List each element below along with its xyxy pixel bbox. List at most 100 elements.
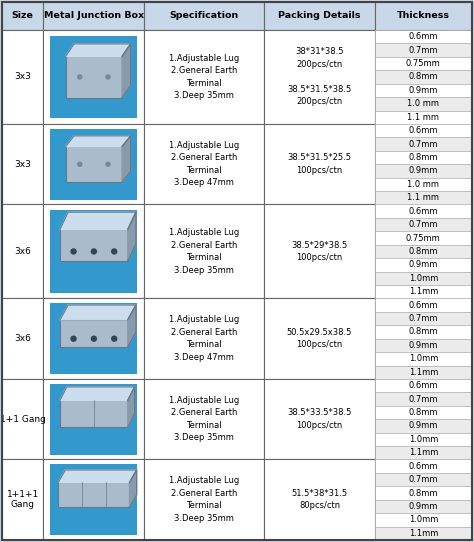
Polygon shape [60, 387, 135, 401]
Bar [375, 204, 472, 218]
Bar [2, 204, 43, 299]
Polygon shape [65, 44, 131, 56]
Text: 0.6mm: 0.6mm [409, 381, 438, 390]
Polygon shape [128, 212, 136, 261]
Text: 0.6mm: 0.6mm [409, 32, 438, 41]
Bar [43, 379, 145, 460]
Text: 1.Adjustable Lug
2.General Earth
Terminal
3.Deep 35mm: 1.Adjustable Lug 2.General Earth Termina… [169, 476, 239, 523]
Bar [375, 312, 472, 325]
Text: 0.7mm: 0.7mm [409, 475, 438, 484]
Bar [2, 124, 43, 204]
Text: 1.0mm: 1.0mm [409, 515, 438, 524]
Text: 0.75mm: 0.75mm [406, 234, 441, 242]
Bar [375, 379, 472, 392]
Bar [375, 513, 472, 527]
Bar [43, 299, 145, 379]
Text: 1.0 mm: 1.0 mm [407, 180, 439, 189]
Bar [65, 146, 122, 182]
Bar [375, 83, 472, 97]
Bar [43, 30, 145, 124]
Bar [50, 304, 137, 374]
Polygon shape [128, 305, 136, 347]
Bar [145, 124, 264, 204]
Bar [264, 460, 375, 540]
Bar [375, 339, 472, 352]
Bar [375, 151, 472, 164]
Bar [375, 164, 472, 178]
Bar [375, 178, 472, 191]
Circle shape [106, 162, 110, 166]
Circle shape [71, 336, 76, 341]
Bar [50, 210, 137, 293]
Bar [375, 70, 472, 83]
Text: 3x3: 3x3 [14, 73, 31, 81]
Bar [145, 204, 264, 299]
Bar [375, 299, 472, 312]
Bar [58, 482, 129, 507]
Text: 1.0 mm: 1.0 mm [407, 99, 439, 108]
Text: 3x3: 3x3 [14, 160, 31, 169]
Text: 38.5*33.5*38.5
100pcs/ctn: 38.5*33.5*38.5 100pcs/ctn [287, 409, 352, 430]
Text: 1.1mm: 1.1mm [409, 448, 438, 457]
Bar [50, 36, 137, 118]
Text: 0.6mm: 0.6mm [409, 126, 438, 135]
Bar [375, 392, 472, 406]
Text: 1.1 mm: 1.1 mm [407, 113, 439, 122]
Text: 0.8mm: 0.8mm [409, 153, 438, 162]
Text: 0.9mm: 0.9mm [409, 502, 438, 511]
Text: 0.8mm: 0.8mm [409, 488, 438, 498]
Text: Metal Junction Box: Metal Junction Box [44, 11, 144, 21]
Bar [50, 384, 137, 455]
Bar [264, 30, 375, 124]
Bar [65, 56, 122, 98]
Bar [145, 299, 264, 379]
Text: 0.7mm: 0.7mm [409, 220, 438, 229]
Bar [375, 486, 472, 500]
Text: 0.7mm: 0.7mm [409, 395, 438, 404]
Text: 0.9mm: 0.9mm [409, 260, 438, 269]
Circle shape [71, 249, 76, 254]
Text: 0.8mm: 0.8mm [409, 408, 438, 417]
Bar [375, 124, 472, 137]
Bar [50, 464, 137, 535]
Bar [264, 204, 375, 299]
Circle shape [112, 336, 117, 341]
Circle shape [91, 249, 96, 254]
Text: Thickness: Thickness [397, 11, 450, 21]
Polygon shape [129, 470, 137, 507]
Bar [60, 401, 128, 427]
Text: 0.7mm: 0.7mm [409, 314, 438, 323]
Text: 3x6: 3x6 [14, 247, 31, 256]
Polygon shape [65, 136, 131, 146]
Bar [375, 527, 472, 540]
Circle shape [78, 162, 82, 166]
Bar [264, 2, 375, 30]
Text: 1.1 mm: 1.1 mm [407, 193, 439, 202]
Polygon shape [122, 44, 131, 98]
Bar [375, 137, 472, 151]
Text: 1+1+1
Gang: 1+1+1 Gang [7, 490, 39, 509]
Text: 51.5*38*31.5
80pcs/ctn: 51.5*38*31.5 80pcs/ctn [292, 489, 347, 511]
Bar [375, 406, 472, 419]
Text: 38.5*29*38.5
100pcs/ctn: 38.5*29*38.5 100pcs/ctn [292, 241, 347, 262]
Text: 50.5x29.5x38.5
100pcs/ctn: 50.5x29.5x38.5 100pcs/ctn [287, 328, 352, 350]
Polygon shape [58, 470, 137, 482]
Bar [264, 124, 375, 204]
Bar [375, 258, 472, 272]
Circle shape [112, 249, 117, 254]
Text: 1.0mm: 1.0mm [409, 274, 438, 283]
Bar [375, 231, 472, 245]
Text: 1.1mm: 1.1mm [409, 367, 438, 377]
Text: 0.8mm: 0.8mm [409, 73, 438, 81]
Text: 1.0mm: 1.0mm [409, 435, 438, 444]
Text: 0.9mm: 0.9mm [409, 422, 438, 430]
Text: Specification: Specification [170, 11, 239, 21]
Circle shape [106, 75, 110, 79]
Bar [375, 365, 472, 379]
Text: 1.Adjustable Lug
2.General Earth
Terminal
3.Deep 35mm: 1.Adjustable Lug 2.General Earth Termina… [169, 54, 239, 100]
Polygon shape [60, 212, 136, 229]
Bar [264, 379, 375, 460]
Text: Packing Details: Packing Details [278, 11, 361, 21]
Bar [145, 2, 264, 30]
Text: 0.9mm: 0.9mm [409, 86, 438, 95]
